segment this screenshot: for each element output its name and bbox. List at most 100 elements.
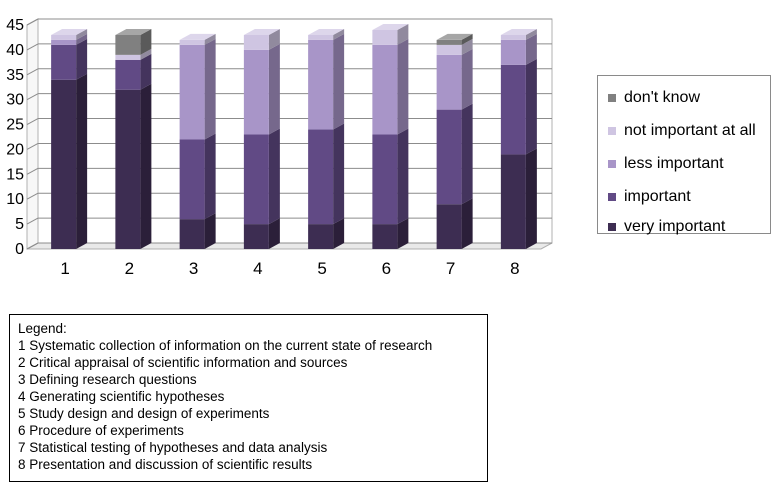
gridline-depth [26, 68, 39, 76]
bar-segment [115, 89, 141, 249]
bar-segment [372, 224, 398, 249]
bar-side [461, 38, 473, 55]
legend-label: not important at all [624, 122, 756, 139]
bar-side [333, 33, 345, 130]
bar-segment [372, 134, 398, 225]
bar-side [397, 128, 409, 225]
legend-label: don't know [624, 89, 700, 106]
bar-segment [372, 44, 398, 135]
legend-label: less important [624, 155, 724, 172]
bar-side [204, 213, 216, 249]
bar-segment [115, 59, 141, 90]
bar-top [436, 33, 473, 40]
bar-side [525, 28, 537, 40]
item-key-line: 5 Study design and design of experiments [18, 406, 270, 421]
bar-segment [115, 34, 141, 55]
legend-swatch [608, 127, 616, 135]
bar-side [76, 28, 88, 40]
bar-segment [243, 49, 269, 135]
bar-side [204, 133, 216, 220]
bar-side [397, 38, 409, 135]
bar-segment [308, 224, 334, 249]
y-tick-label: 25 [6, 117, 24, 134]
bar-segment [51, 44, 77, 80]
bar-side [140, 53, 152, 90]
bar-side [204, 33, 216, 45]
bar-side [525, 148, 537, 249]
bar-side [397, 23, 409, 45]
legend-swatch [608, 193, 616, 201]
bar-top [308, 28, 345, 35]
y-tick-label: 5 [15, 216, 24, 233]
x-tick-label: 1 [60, 259, 69, 278]
chart-back-wall [37, 18, 553, 244]
bar-top [179, 33, 216, 40]
gridline-depth [26, 18, 39, 26]
item-key-line: 8 Presentation and discussion of scienti… [18, 457, 313, 472]
legend-label: important [624, 188, 691, 205]
gridline-depth [26, 167, 39, 175]
bar-side [525, 58, 537, 155]
y-tick-label: 0 [15, 241, 24, 258]
legend-item-not-important-at-all: not important at all [608, 120, 756, 142]
bar-segment [500, 154, 526, 249]
bar-segment [500, 39, 526, 65]
bar-segment [308, 34, 334, 40]
bar-top [51, 28, 88, 35]
x-tick-label: 4 [253, 259, 262, 278]
bar-side [76, 73, 88, 249]
gridline-depth [26, 192, 39, 200]
bar-segment [500, 64, 526, 155]
bar-side [268, 28, 280, 50]
gridline-depth [26, 217, 39, 225]
gridline-depth [26, 242, 39, 250]
gridline-depth [26, 93, 39, 101]
gridline-depth [26, 43, 39, 51]
y-tick-label: 20 [6, 141, 24, 158]
bar-segment [179, 39, 205, 45]
gridline-depth [26, 118, 39, 125]
bar-side [461, 48, 473, 110]
item-key-line: 6 Procedure of experiments [18, 423, 184, 438]
item-key-line: 2 Critical appraisal of scientific infor… [18, 355, 348, 370]
bar-segment [500, 34, 526, 40]
y-tick-label: 15 [6, 166, 24, 183]
item-key-line: 1 Systematic collection of information o… [18, 338, 433, 353]
bar-side [461, 198, 473, 249]
bar-segment [51, 39, 77, 45]
bar-top [243, 28, 280, 35]
y-tick-label: 10 [6, 191, 24, 208]
bar-side [140, 48, 152, 60]
x-tick-label: 7 [446, 259, 455, 278]
legend-swatch [608, 223, 616, 231]
bar-side [333, 28, 345, 40]
bar-segment [436, 54, 462, 110]
x-tick-label: 8 [510, 259, 519, 278]
bar-side [333, 218, 345, 249]
item-key-title: Legend: [18, 321, 67, 336]
bar-segment [115, 54, 141, 60]
item-key-line: 3 Defining research questions [18, 372, 197, 387]
legend-label: very important [624, 218, 726, 235]
y-tick-label: 35 [6, 67, 24, 84]
bar-segment [179, 219, 205, 249]
item-key-line: 7 Statistical testing of hypotheses and … [18, 440, 328, 455]
bar-segment [243, 134, 269, 225]
legend-swatch [608, 160, 616, 168]
bar-segment [436, 204, 462, 249]
chart-floor [26, 242, 553, 250]
legend-item-important: important [608, 186, 691, 208]
item-key-box: Legend: 1 Systematic collection of infor… [9, 314, 488, 482]
bar-segment [179, 44, 205, 140]
bar-segment [308, 129, 334, 225]
bar-side [76, 33, 88, 45]
bar-side [333, 123, 345, 225]
bar-segment [436, 44, 462, 55]
item-key-line: 4 Generating scientific hypotheses [18, 389, 225, 404]
bar-side [140, 28, 152, 55]
x-tick-label: 6 [382, 259, 391, 278]
bar-side [461, 103, 473, 205]
legend-item-less-important: less important [608, 153, 724, 175]
x-tick-label: 3 [189, 259, 198, 278]
